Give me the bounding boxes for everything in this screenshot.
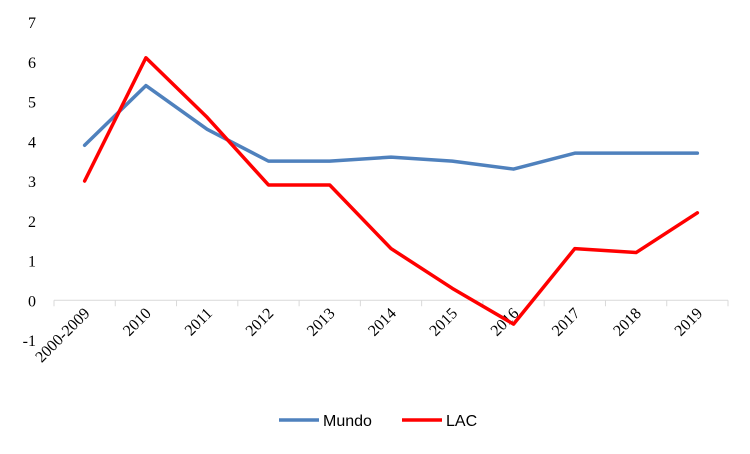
y-tick-label: 6 <box>28 55 36 72</box>
y-tick-label: -1 <box>23 333 36 350</box>
x-tick-label: 2012 <box>243 305 278 340</box>
x-tick-label: 2011 <box>182 305 216 339</box>
x-axis <box>53 299 729 307</box>
y-tick-label: 3 <box>28 174 36 191</box>
x-tick-label: 2000-2009 <box>32 305 93 366</box>
legend-label: LAC <box>446 413 477 430</box>
legend: Mundo LAC <box>279 413 477 430</box>
y-tick-label: 7 <box>28 15 36 32</box>
x-tick-label: 2013 <box>304 305 339 340</box>
y-tick-label: 5 <box>28 95 36 112</box>
legend-label: Mundo <box>323 413 372 430</box>
x-tick-label: 2019 <box>672 305 707 340</box>
y-axis-tick-labels: -1 0 1 2 3 4 5 6 7 <box>23 15 36 350</box>
y-tick-label: 4 <box>28 134 36 151</box>
x-tick-label: 2018 <box>610 305 645 340</box>
x-tick-label: 2010 <box>120 305 155 340</box>
x-tick-label: 2015 <box>426 305 461 340</box>
series-line-mundo <box>82 83 700 171</box>
y-tick-label: 1 <box>28 254 36 271</box>
y-tick-label: 2 <box>28 214 36 231</box>
series-lines <box>82 56 700 326</box>
x-tick-label: 2014 <box>365 305 400 340</box>
y-tick-label: 0 <box>28 293 36 310</box>
x-axis-tick-labels: 2000-2009 2010 2011 2012 2013 2014 2015 2016 201… <box>32 305 706 366</box>
series-line-lac <box>82 56 700 326</box>
x-tick-label: 2017 <box>549 305 584 340</box>
